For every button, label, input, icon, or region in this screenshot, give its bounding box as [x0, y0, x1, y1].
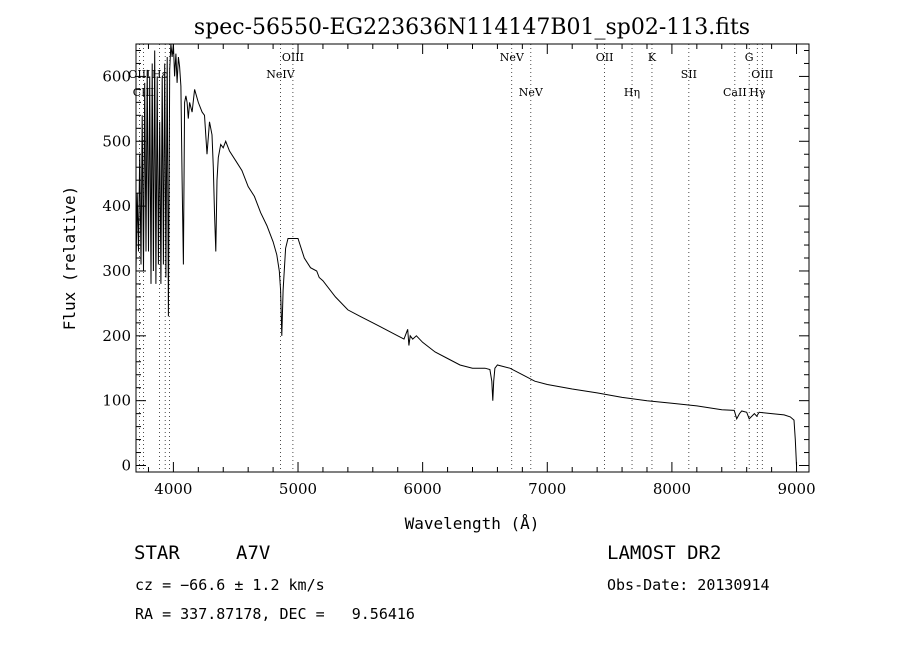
- x-tick-label: 8000: [653, 480, 691, 498]
- spectral-line-label: NeV: [500, 51, 525, 64]
- obs-date-label: Obs-Date: 20130914: [607, 576, 770, 594]
- y-tick-label: 0: [121, 457, 131, 475]
- spectrum-series-line: [135, 43, 797, 466]
- axis-ticks: 4000 5000 6000 7000 8000 9000 0 100 200 300 400 500…: [102, 44, 816, 498]
- spectral-line-label: SII: [681, 68, 697, 81]
- x-tick-label: 7000: [528, 480, 566, 498]
- spectral-lines-layer: [139, 44, 763, 472]
- spectral-line-label: Hγ: [749, 86, 766, 99]
- object-class-label: STAR: [134, 542, 180, 564]
- x-tick-label: 4000: [154, 480, 192, 498]
- y-tick-label: 300: [102, 262, 131, 280]
- object-class: STAR: [134, 542, 180, 564]
- spectral-line-label: Hε: [152, 68, 168, 81]
- survey-label: LAMOST DR2: [607, 542, 722, 564]
- spectral-line-labels: OIIICIIIHεOIIINeIVNeVNeVOIIHηKSIICaIIGHγ…: [128, 51, 773, 99]
- spectral-line-label: NeV: [519, 86, 544, 99]
- spectral-line-label: Hη: [624, 86, 640, 99]
- chart-title: spec-56550-EG223636N114147B01_sp02-113.f…: [194, 15, 750, 40]
- x-tick-label: 5000: [279, 480, 317, 498]
- redshift-label: cz = −66.6 ± 1.2 km/s: [135, 576, 325, 594]
- subclass-label: A7V: [236, 542, 270, 564]
- y-tick-label: 600: [102, 67, 131, 85]
- x-tick-label: 9000: [777, 480, 815, 498]
- y-tick-label: 100: [102, 392, 131, 410]
- y-tick-label: 500: [102, 132, 131, 150]
- subclass: A7V: [236, 542, 271, 564]
- spectral-line-label: NeIV: [266, 68, 295, 81]
- y-axis-label: Flux (relative): [60, 186, 79, 331]
- spectral-line-label: OIII: [751, 68, 773, 81]
- y-tick-label: 200: [102, 327, 131, 345]
- spectral-line-label: OIII: [128, 68, 150, 81]
- y-tick-label: 400: [102, 197, 131, 215]
- spectral-line-label: G: [745, 51, 754, 64]
- x-tick-label: 6000: [404, 480, 442, 498]
- spectral-line-label: K: [648, 51, 657, 64]
- x-axis-label: Wavelength (Å): [405, 514, 540, 533]
- spectral-line-label: OIII: [282, 51, 304, 64]
- spectral-line-label: OII: [596, 51, 614, 64]
- coordinates-label: RA = 337.87178, DEC = 9.56416: [135, 605, 415, 623]
- spectral-line-label: CaII: [723, 86, 747, 99]
